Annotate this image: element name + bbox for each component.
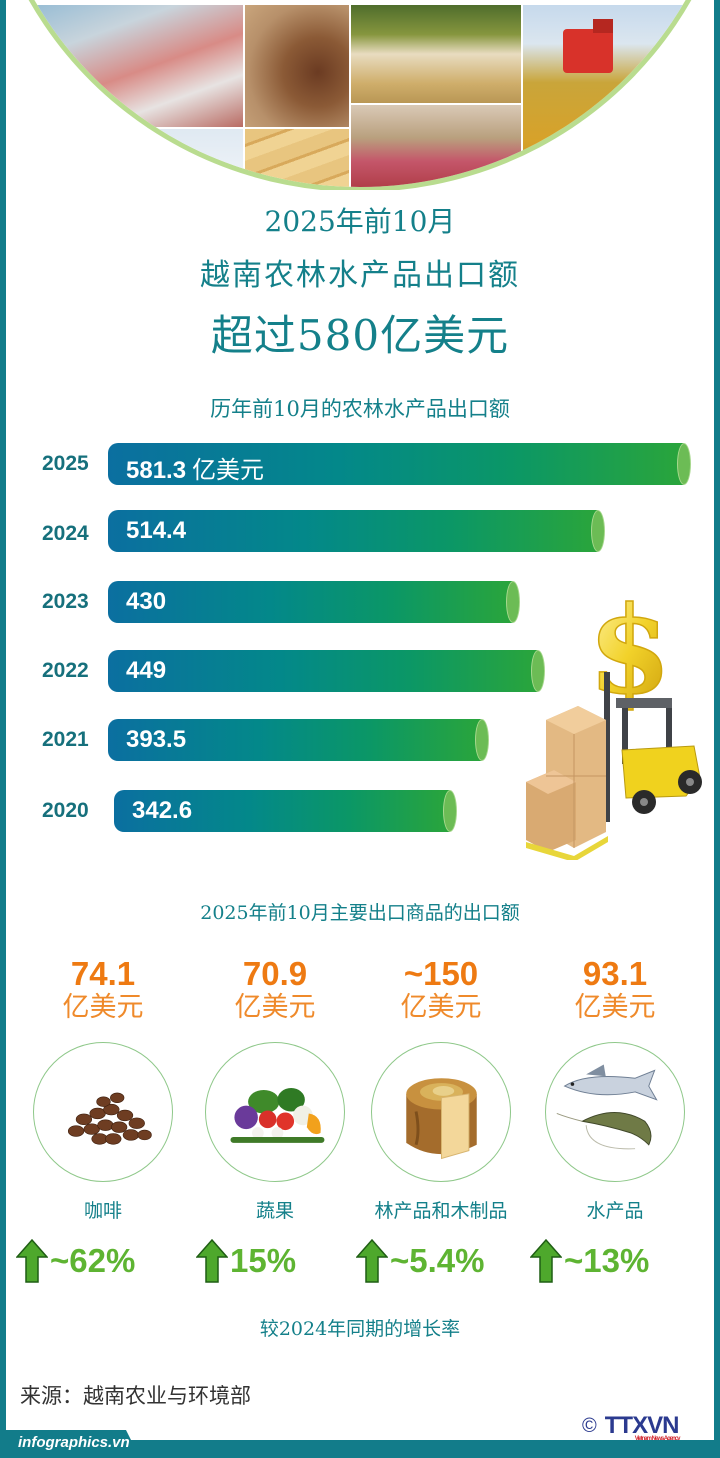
market-photo [351, 105, 521, 187]
growth-value: 15% [230, 1242, 297, 1279]
commodity-vegetables: 70.9 亿美元 蔬果 [190, 955, 360, 1222]
fish-shrimp-icon [556, 1064, 658, 1150]
coffee-beans-icon [67, 1092, 152, 1145]
bar-row-2020: 2020 342.6 [0, 790, 720, 832]
commodity-value: 93.1 [582, 955, 648, 992]
title-subject: 越南农林水产品出口额 [200, 258, 520, 293]
bar-row-2023: 2023 430 [0, 581, 720, 623]
bar-row-2022: 2022 449 [0, 650, 720, 692]
arrow-up-icon [196, 1239, 228, 1283]
bar-value: 581.3 亿美元 [126, 450, 264, 485]
fish-processing-photo-2 [5, 129, 243, 187]
wood-log-icon [405, 1078, 477, 1160]
logo-subtext: Vietnam News Agency [634, 1436, 681, 1442]
bar-year-label: 2020 [42, 799, 89, 822]
bar-year-label: 2022 [42, 659, 89, 682]
growth-seafood: ~13% [530, 1238, 649, 1284]
vegetables-icon [229, 1088, 324, 1143]
commodity-label: 水产品 [586, 1200, 644, 1222]
commodity-unit: 亿美元 [234, 992, 316, 1023]
bar-value: 514.4 [126, 517, 187, 544]
bar-year-label: 2023 [42, 590, 89, 613]
commodities-title: 2025年前10月主要出口商品的出口额 [200, 902, 520, 924]
bar-cap [677, 443, 691, 485]
wood-circle [371, 1042, 511, 1182]
coffee-beans-photo [245, 5, 349, 127]
wood-planks-photo [245, 129, 349, 187]
bar-row-2024: 2024 514.4 [0, 510, 720, 552]
arrow-up-icon [16, 1239, 48, 1283]
growth-vegetables: 15% [196, 1238, 296, 1284]
bar-value: 449 [126, 657, 167, 684]
bar-value-unit: 亿美元 [192, 457, 265, 484]
growth-value: ~13% [564, 1242, 650, 1279]
growth-forestry: ~5.4% [356, 1238, 485, 1284]
fish-processing-photo [5, 5, 243, 127]
commodity-seafood: 93.1 亿美元 水产品 [530, 955, 700, 1222]
frame-right-border [714, 0, 720, 1440]
commodity-value: ~150 [403, 955, 479, 992]
bar-row-2025: 2025 581.3 亿美元 [0, 443, 720, 485]
bar-2020: 342.6 [114, 790, 457, 832]
hero-semicircle [0, 0, 720, 190]
bar-value-number: 581.3 [126, 457, 187, 484]
hero-photo-collage [0, 0, 720, 190]
arrow-up-icon [530, 1239, 562, 1283]
bar-cap [531, 650, 545, 692]
bar-2022: 449 [108, 650, 545, 692]
bar-value: 430 [126, 588, 167, 615]
growth-value: ~62% [50, 1242, 136, 1279]
frame-left-border [0, 0, 6, 1440]
commodity-label: 咖啡 [83, 1200, 122, 1222]
logo-text: TTXVN Vietnam News Agency [604, 1412, 681, 1442]
commodity-unit: 亿美元 [62, 992, 144, 1023]
growth-note: 较2024年同期的增长率 [259, 1318, 461, 1340]
bar-2021: 393.5 [108, 719, 489, 761]
footer-bar [0, 1440, 720, 1458]
bar-2023: 430 [108, 581, 520, 623]
harvester-icon [563, 19, 613, 73]
title-headline: 超过580亿美元 [210, 311, 510, 360]
coffee-circle [33, 1042, 173, 1182]
bar-cap [443, 790, 457, 832]
footer-tab [0, 1430, 140, 1458]
source-text: 来源：越南农业与环境部 [20, 1384, 251, 1408]
forklift-dollar-icon: $ [526, 579, 702, 860]
logo-wordmark: TTXVN [604, 1412, 680, 1439]
bar-cap [506, 581, 520, 623]
commodity-label: 林产品和木制品 [374, 1200, 508, 1222]
site-link[interactable]: infographics.vn [18, 1434, 130, 1451]
bar-value: 393.5 [126, 726, 187, 753]
rice-harvester-photo [523, 5, 720, 187]
bar-cap [591, 510, 605, 552]
commodity-forestry: ~150 亿美元 林产品和木制品 [356, 955, 526, 1222]
arrow-up-icon [356, 1239, 388, 1283]
bar-chart-title: 历年前10月的农林水产品出口额 [210, 397, 510, 421]
ttxvn-logo: © TTXVN Vietnam News Agency [582, 1412, 681, 1442]
seafood-circle [545, 1042, 685, 1182]
bar-row-2021: 2021 393.5 [0, 719, 720, 761]
commodity-value: 74.1 [70, 955, 136, 992]
bar-year-label: 2025 [42, 452, 89, 475]
bar-year-label: 2021 [42, 728, 89, 751]
bar-cap [475, 719, 489, 761]
bar-year-label: 2024 [42, 522, 89, 545]
commodity-coffee: 74.1 亿美元 咖啡 [18, 955, 188, 1222]
growth-value: ~5.4% [390, 1242, 485, 1279]
commodity-value: 70.9 [242, 955, 308, 992]
bar-2024: 514.4 [108, 510, 605, 552]
bar-2025: 581.3 亿美元 [108, 443, 691, 485]
bar-value: 342.6 [132, 797, 193, 824]
commodity-unit: 亿美元 [574, 992, 656, 1023]
growth-coffee: ~62% [16, 1238, 135, 1284]
title-period: 2025年前10月 [264, 205, 456, 238]
rice-sack-photo [351, 5, 521, 103]
copyright-symbol: © [582, 1414, 597, 1437]
commodity-unit: 亿美元 [400, 992, 482, 1023]
commodity-label: 蔬果 [255, 1200, 294, 1222]
vegetables-circle [205, 1042, 345, 1182]
